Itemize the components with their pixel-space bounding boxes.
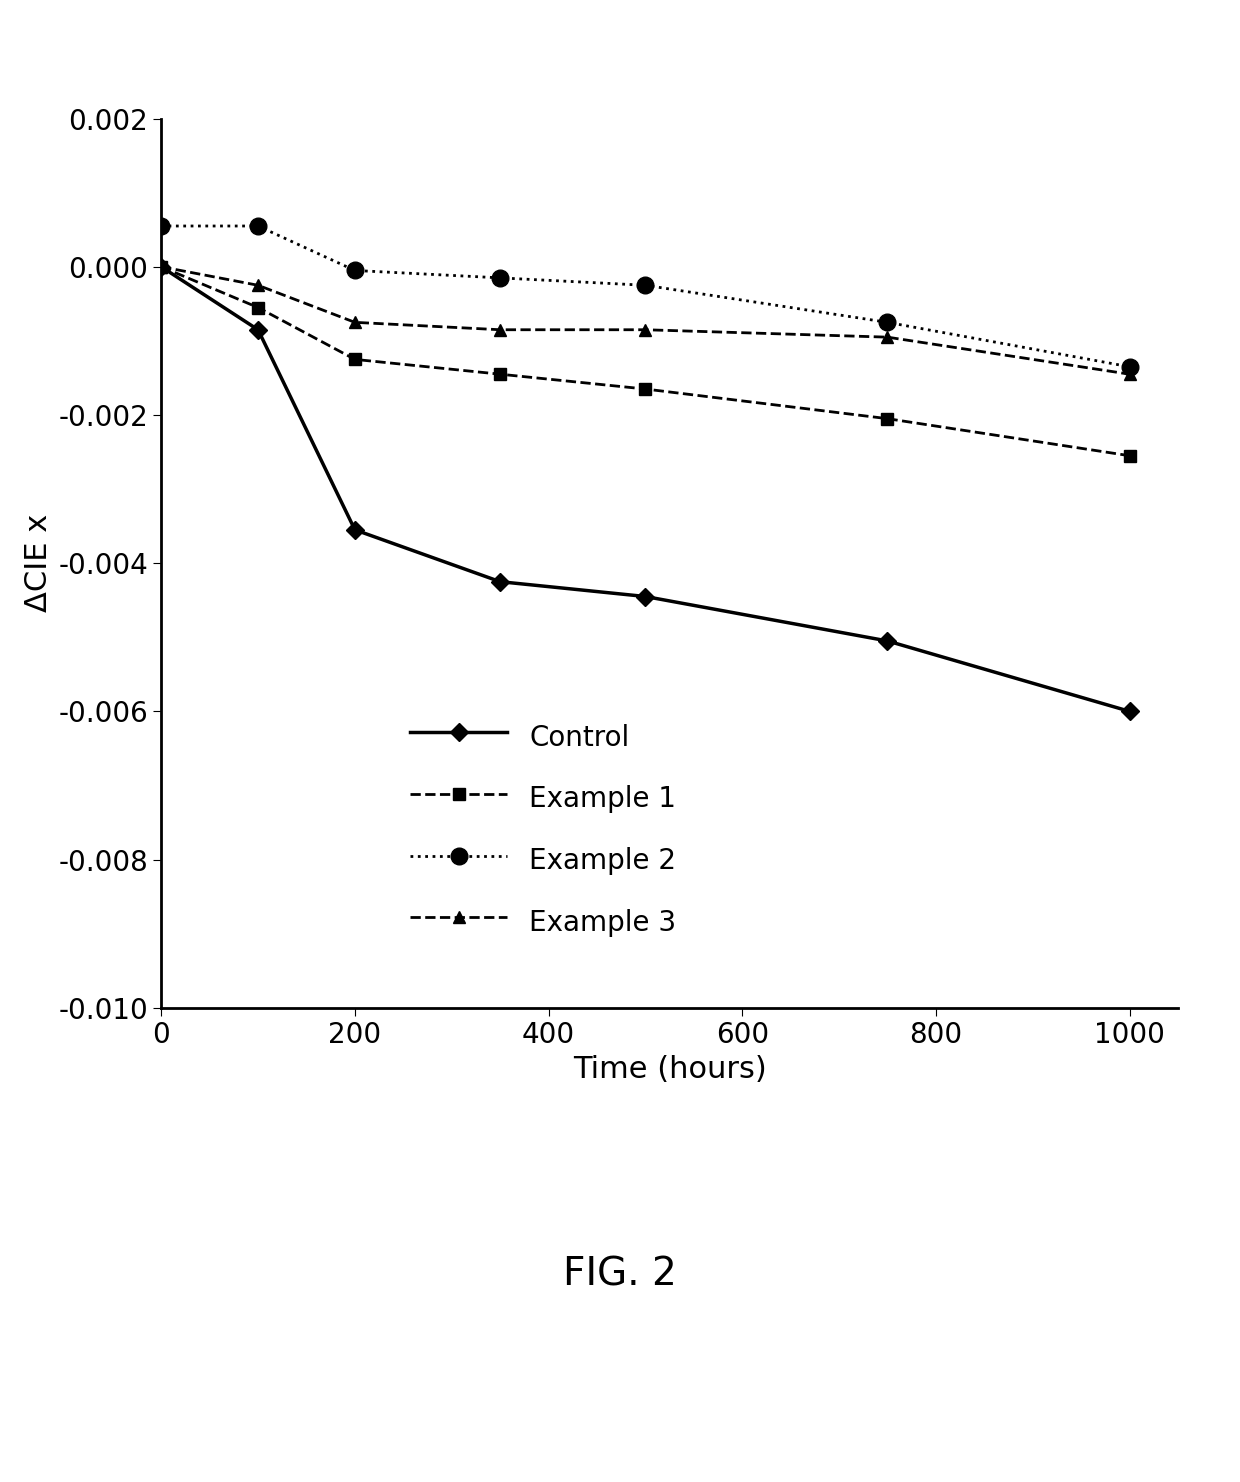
- Example 3: [250, 277, 265, 295]
- Legend: Control, Example 1, Example 2, Example 3: Control, Example 1, Example 2, Example 3: [399, 708, 687, 950]
- Example 3: [492, 322, 507, 339]
- Control: [154, 258, 169, 276]
- Example 1: [347, 351, 362, 369]
- Line: Example 3: Example 3: [155, 261, 1136, 381]
- Example 2: [154, 218, 169, 236]
- Control: [492, 574, 507, 591]
- Control: [880, 633, 895, 651]
- Control: [250, 322, 265, 339]
- Example 2: [1122, 359, 1137, 376]
- Example 2: [250, 218, 265, 236]
- Control: [347, 522, 362, 539]
- Text: FIG. 2: FIG. 2: [563, 1255, 677, 1294]
- Example 3: [347, 314, 362, 332]
- Example 1: [1122, 448, 1137, 465]
- Example 2: [492, 270, 507, 288]
- Example 3: [154, 258, 169, 276]
- Example 1: [637, 381, 652, 399]
- Example 2: [347, 262, 362, 280]
- Example 3: [880, 329, 895, 347]
- Line: Example 1: Example 1: [155, 261, 1136, 462]
- Example 1: [492, 366, 507, 384]
- Example 3: [1122, 366, 1137, 384]
- Example 2: [880, 314, 895, 332]
- X-axis label: Time (hours): Time (hours): [573, 1055, 766, 1083]
- Control: [637, 588, 652, 606]
- Example 1: [154, 258, 169, 276]
- Example 2: [637, 277, 652, 295]
- Example 3: [637, 322, 652, 339]
- Y-axis label: ΔCIE x: ΔCIE x: [24, 514, 52, 612]
- Example 1: [880, 411, 895, 428]
- Line: Control: Control: [155, 261, 1136, 717]
- Example 1: [250, 299, 265, 317]
- Line: Example 2: Example 2: [153, 218, 1138, 375]
- Control: [1122, 702, 1137, 720]
